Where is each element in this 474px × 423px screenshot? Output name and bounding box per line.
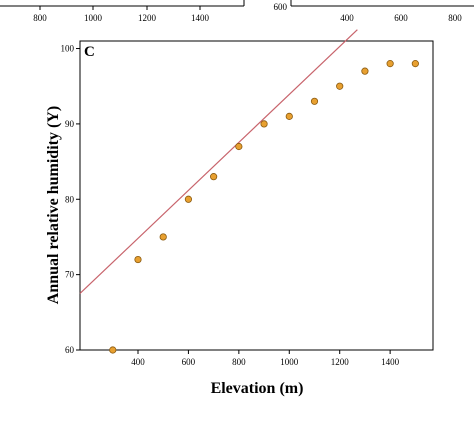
y-axis-title: Annual relative humidity (Y) <box>45 106 62 304</box>
data-point <box>184 195 193 203</box>
top-left-tick-label: 800 <box>33 13 47 23</box>
data-point <box>109 346 117 354</box>
x-tick-label: 600 <box>182 357 196 367</box>
scatter-points <box>109 60 419 354</box>
data-point <box>159 233 167 241</box>
data-point <box>411 60 419 68</box>
panel-label: C <box>84 44 95 60</box>
x-tick-label: 400 <box>131 357 145 367</box>
y-tick-label: 100 <box>61 44 75 54</box>
x-axis-title: Elevation (m) <box>211 380 304 397</box>
data-point <box>386 60 394 68</box>
top-right-tick-label: 400 <box>340 13 354 23</box>
data-point <box>235 142 243 151</box>
data-point <box>310 97 319 105</box>
data-point <box>336 82 344 90</box>
top-right-y-tick-label: 600 <box>274 2 288 12</box>
top-right-tick-label: 600 <box>394 13 408 23</box>
top-left-tick-label: 1000 <box>84 13 103 23</box>
x-tick-label: 1400 <box>381 357 400 367</box>
fit-line-layer <box>79 29 358 294</box>
y-tick-label: 90 <box>65 119 75 129</box>
plot-frame <box>79 40 434 351</box>
y-tick-label: 60 <box>65 345 75 355</box>
top-left-panel-strip: 800 1000 1200 1400 <box>0 0 245 23</box>
x-tick-label: 1200 <box>331 357 350 367</box>
data-point <box>134 255 142 264</box>
top-right-panel-strip: 600 400 600 800 <box>274 0 474 23</box>
fit-line <box>79 29 358 294</box>
data-point <box>210 173 218 181</box>
data-point <box>285 112 293 120</box>
top-left-tick-label: 1200 <box>138 13 157 23</box>
top-left-tick-label: 1400 <box>191 13 210 23</box>
y-tick-label: 70 <box>65 270 75 280</box>
x-tick-label: 800 <box>232 357 246 367</box>
y-tick-label: 80 <box>65 194 75 204</box>
data-point <box>361 67 369 75</box>
data-point <box>260 120 268 128</box>
axis-ticks: 400 600 800 1000 1200 1400 60 70 80 90 100 <box>61 44 400 367</box>
x-tick-label: 1000 <box>280 357 299 367</box>
chart-c: 400 600 800 1000 1200 1400 60 70 80 90 100 C Eleva… <box>45 29 434 397</box>
top-right-tick-label: 800 <box>448 13 462 23</box>
